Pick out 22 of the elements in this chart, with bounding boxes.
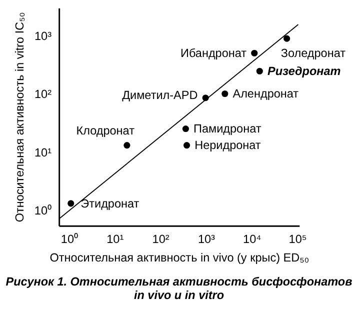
y-tick-label: 10²	[34, 88, 52, 102]
annotation: Этидронат	[80, 197, 140, 210]
x-tick-label: 10³	[198, 232, 216, 246]
annotation: Неридронат	[194, 139, 262, 152]
y-tick-label: 10³	[34, 30, 52, 44]
x-tick-label: 10²	[152, 232, 170, 246]
annotation: Диметил-APD	[122, 88, 198, 102]
x-tick-label: 10¹	[106, 232, 124, 246]
x-axis-title: Относительная активность in vivo (у крыс) ED₅₀	[50, 251, 310, 264]
annotation: Клодронат	[76, 124, 136, 138]
annotation: Памидронат	[194, 122, 262, 136]
annotation: Золедронат	[280, 47, 346, 60]
annotation: Ризедронат	[267, 65, 341, 78]
y-tick-label: 10⁰	[34, 203, 52, 218]
x-tick-label: 10⁵	[288, 232, 307, 246]
y-axis-title: Относительная активность in vitro IC₅₀	[14, 12, 27, 222]
x-tick-label: 10⁴	[243, 232, 262, 246]
annotation: Алендронат	[232, 88, 300, 101]
text: Рисунок 1. Относительная активность бисфосфонатов in vivo и in vitro	[6, 275, 352, 302]
y-tick-label: 10¹	[34, 146, 52, 160]
x-tick-label: 10⁰	[60, 232, 78, 246]
annotation: Ибандронат	[180, 47, 248, 60]
